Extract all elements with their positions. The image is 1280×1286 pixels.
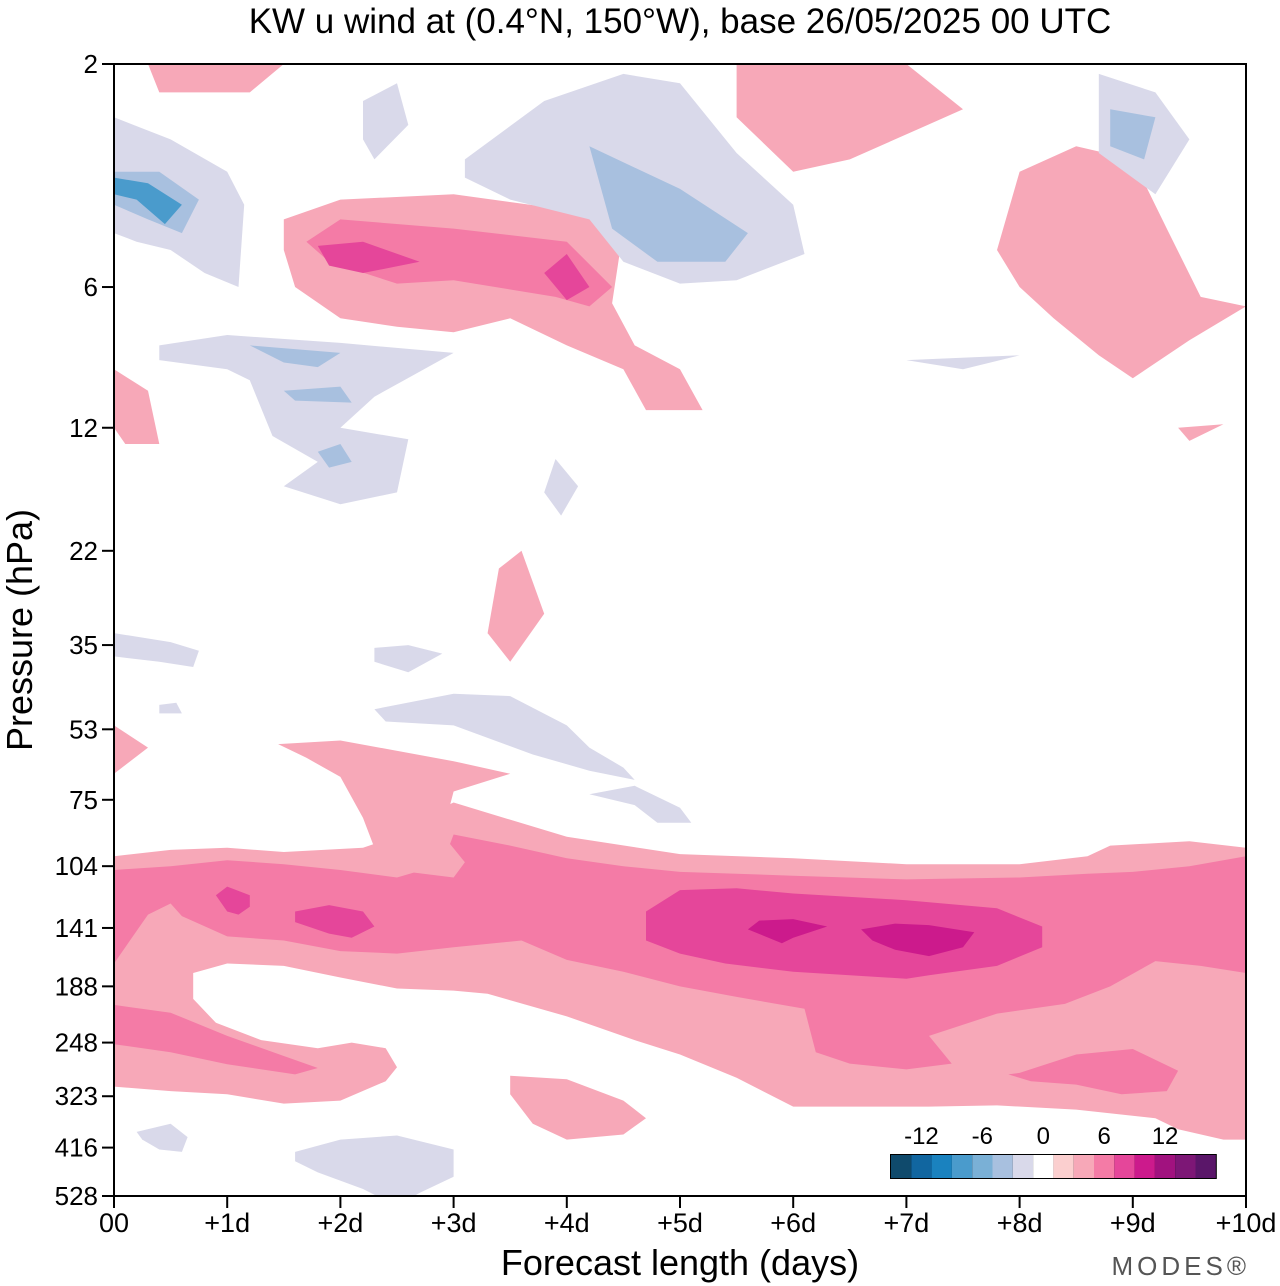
y-tick-label: 188 bbox=[55, 971, 98, 1001]
contour-region-42 bbox=[295, 1135, 454, 1196]
colorbar-swatch bbox=[992, 1155, 1013, 1178]
y-tick-label: 2 bbox=[84, 49, 98, 79]
colorbar-swatch bbox=[1114, 1155, 1135, 1178]
x-tick-label: +8d bbox=[997, 1208, 1043, 1238]
contour-region-15 bbox=[306, 219, 613, 307]
x-tick-label: +10d bbox=[1216, 1208, 1277, 1238]
contour-region-24 bbox=[114, 177, 182, 225]
contour-region-6 bbox=[295, 905, 375, 938]
colorbar-swatch bbox=[911, 1155, 932, 1178]
colorbar-swatch bbox=[1073, 1155, 1094, 1178]
contour-region-20 bbox=[148, 64, 284, 93]
contour-region-13 bbox=[114, 369, 160, 444]
contour-region-19 bbox=[736, 64, 963, 172]
contour-region-39 bbox=[589, 785, 692, 823]
colorbar-swatch bbox=[1195, 1155, 1216, 1178]
y-axis-label: Pressure (hPa) bbox=[0, 509, 40, 751]
contour-region-31 bbox=[249, 345, 341, 368]
x-axis: 00 +1d +2d +3d +4d +5d +6d +7d +8d +9d +10d bbox=[99, 1196, 1276, 1238]
y-tick-label: 248 bbox=[55, 1028, 98, 1058]
colorbar-label: -6 bbox=[972, 1123, 993, 1150]
y-tick-label: 22 bbox=[69, 536, 98, 566]
y-axis: 2 6 12 22 35 53 75 104 141 188 248 323 416 528 bbox=[55, 49, 114, 1211]
contour-region-29 bbox=[1110, 109, 1156, 160]
colorbar-swatch bbox=[951, 1155, 973, 1178]
contour-region-9 bbox=[510, 1075, 646, 1140]
contour-region-30 bbox=[159, 335, 454, 505]
contour-region-36 bbox=[114, 633, 199, 667]
chart-title: KW u wind at (0.4°N, 150°W), base 26/05/… bbox=[249, 2, 1112, 41]
colorbar-swatch bbox=[1033, 1155, 1054, 1178]
y-tick-label: 6 bbox=[84, 272, 98, 302]
colorbar-swatch bbox=[1154, 1155, 1176, 1178]
contour-region-8 bbox=[1008, 1049, 1179, 1095]
x-tick-label: +4d bbox=[544, 1208, 590, 1238]
colorbar-label: -12 bbox=[904, 1123, 939, 1150]
contour-region-17 bbox=[544, 254, 590, 301]
contour-region-3 bbox=[747, 919, 828, 944]
contour-region-18 bbox=[997, 146, 1246, 379]
colorbar-swatch bbox=[1053, 1155, 1074, 1178]
contour-region-5 bbox=[215, 886, 250, 915]
x-tick-label: +2d bbox=[317, 1208, 363, 1238]
colorbar-swatch bbox=[891, 1155, 912, 1178]
y-tick-label: 75 bbox=[69, 785, 98, 815]
contour-region-21 bbox=[1178, 424, 1224, 441]
colorbar-swatch bbox=[1012, 1155, 1034, 1178]
contour-region-37 bbox=[374, 645, 443, 673]
plot-area bbox=[114, 64, 1246, 1196]
colorbar-label: 6 bbox=[1097, 1123, 1110, 1150]
contour-region-34 bbox=[544, 459, 579, 516]
colorbar: -12 -6 0 6 12 bbox=[890, 1123, 1217, 1179]
y-tick-label: 35 bbox=[69, 630, 98, 660]
x-tick-label: +7d bbox=[883, 1208, 929, 1238]
contour-region-7 bbox=[114, 1004, 318, 1075]
colorbar-swatch bbox=[1175, 1155, 1196, 1178]
contour-region-16 bbox=[317, 241, 420, 273]
colorbar-swatch bbox=[1094, 1155, 1115, 1178]
colorbar-label: 12 bbox=[1152, 1123, 1179, 1150]
x-tick-label: +6d bbox=[770, 1208, 816, 1238]
x-tick-label: +9d bbox=[1110, 1208, 1156, 1238]
contour-region-4 bbox=[861, 923, 975, 957]
y-tick-label: 12 bbox=[69, 413, 98, 443]
x-tick-label: 00 bbox=[99, 1208, 129, 1238]
colorbar-swatch bbox=[972, 1155, 993, 1178]
y-tick-label: 104 bbox=[55, 851, 98, 881]
colorbar-swatch bbox=[931, 1155, 952, 1178]
contour-region-27 bbox=[363, 83, 409, 160]
contour-region-11 bbox=[114, 725, 148, 774]
contour-region-41 bbox=[136, 1123, 188, 1152]
contour-region-38 bbox=[374, 693, 635, 780]
contour-region-33 bbox=[317, 444, 352, 468]
y-tick-label: 53 bbox=[69, 714, 98, 744]
colorbar-label: 0 bbox=[1037, 1123, 1050, 1150]
x-tick-label: +3d bbox=[431, 1208, 477, 1238]
contour-region-10 bbox=[278, 740, 511, 878]
colorbar-swatch bbox=[1134, 1155, 1155, 1178]
y-tick-label: 323 bbox=[55, 1081, 98, 1111]
y-tick-label: 141 bbox=[55, 913, 98, 943]
contour-region-2 bbox=[646, 888, 1043, 979]
contour-region-32 bbox=[283, 386, 352, 403]
x-axis-label: Forecast length (days) bbox=[501, 1242, 859, 1283]
x-tick-label: +1d bbox=[204, 1208, 250, 1238]
contour-region-12 bbox=[487, 550, 545, 662]
contour-region-40 bbox=[159, 702, 182, 714]
contour-region-26 bbox=[589, 146, 748, 262]
modes-logo: MODES® bbox=[1112, 1251, 1251, 1281]
y-tick-label: 528 bbox=[55, 1181, 98, 1211]
x-tick-label: +5d bbox=[657, 1208, 703, 1238]
y-tick-label: 416 bbox=[55, 1133, 98, 1163]
contour-region-35 bbox=[906, 355, 1020, 370]
